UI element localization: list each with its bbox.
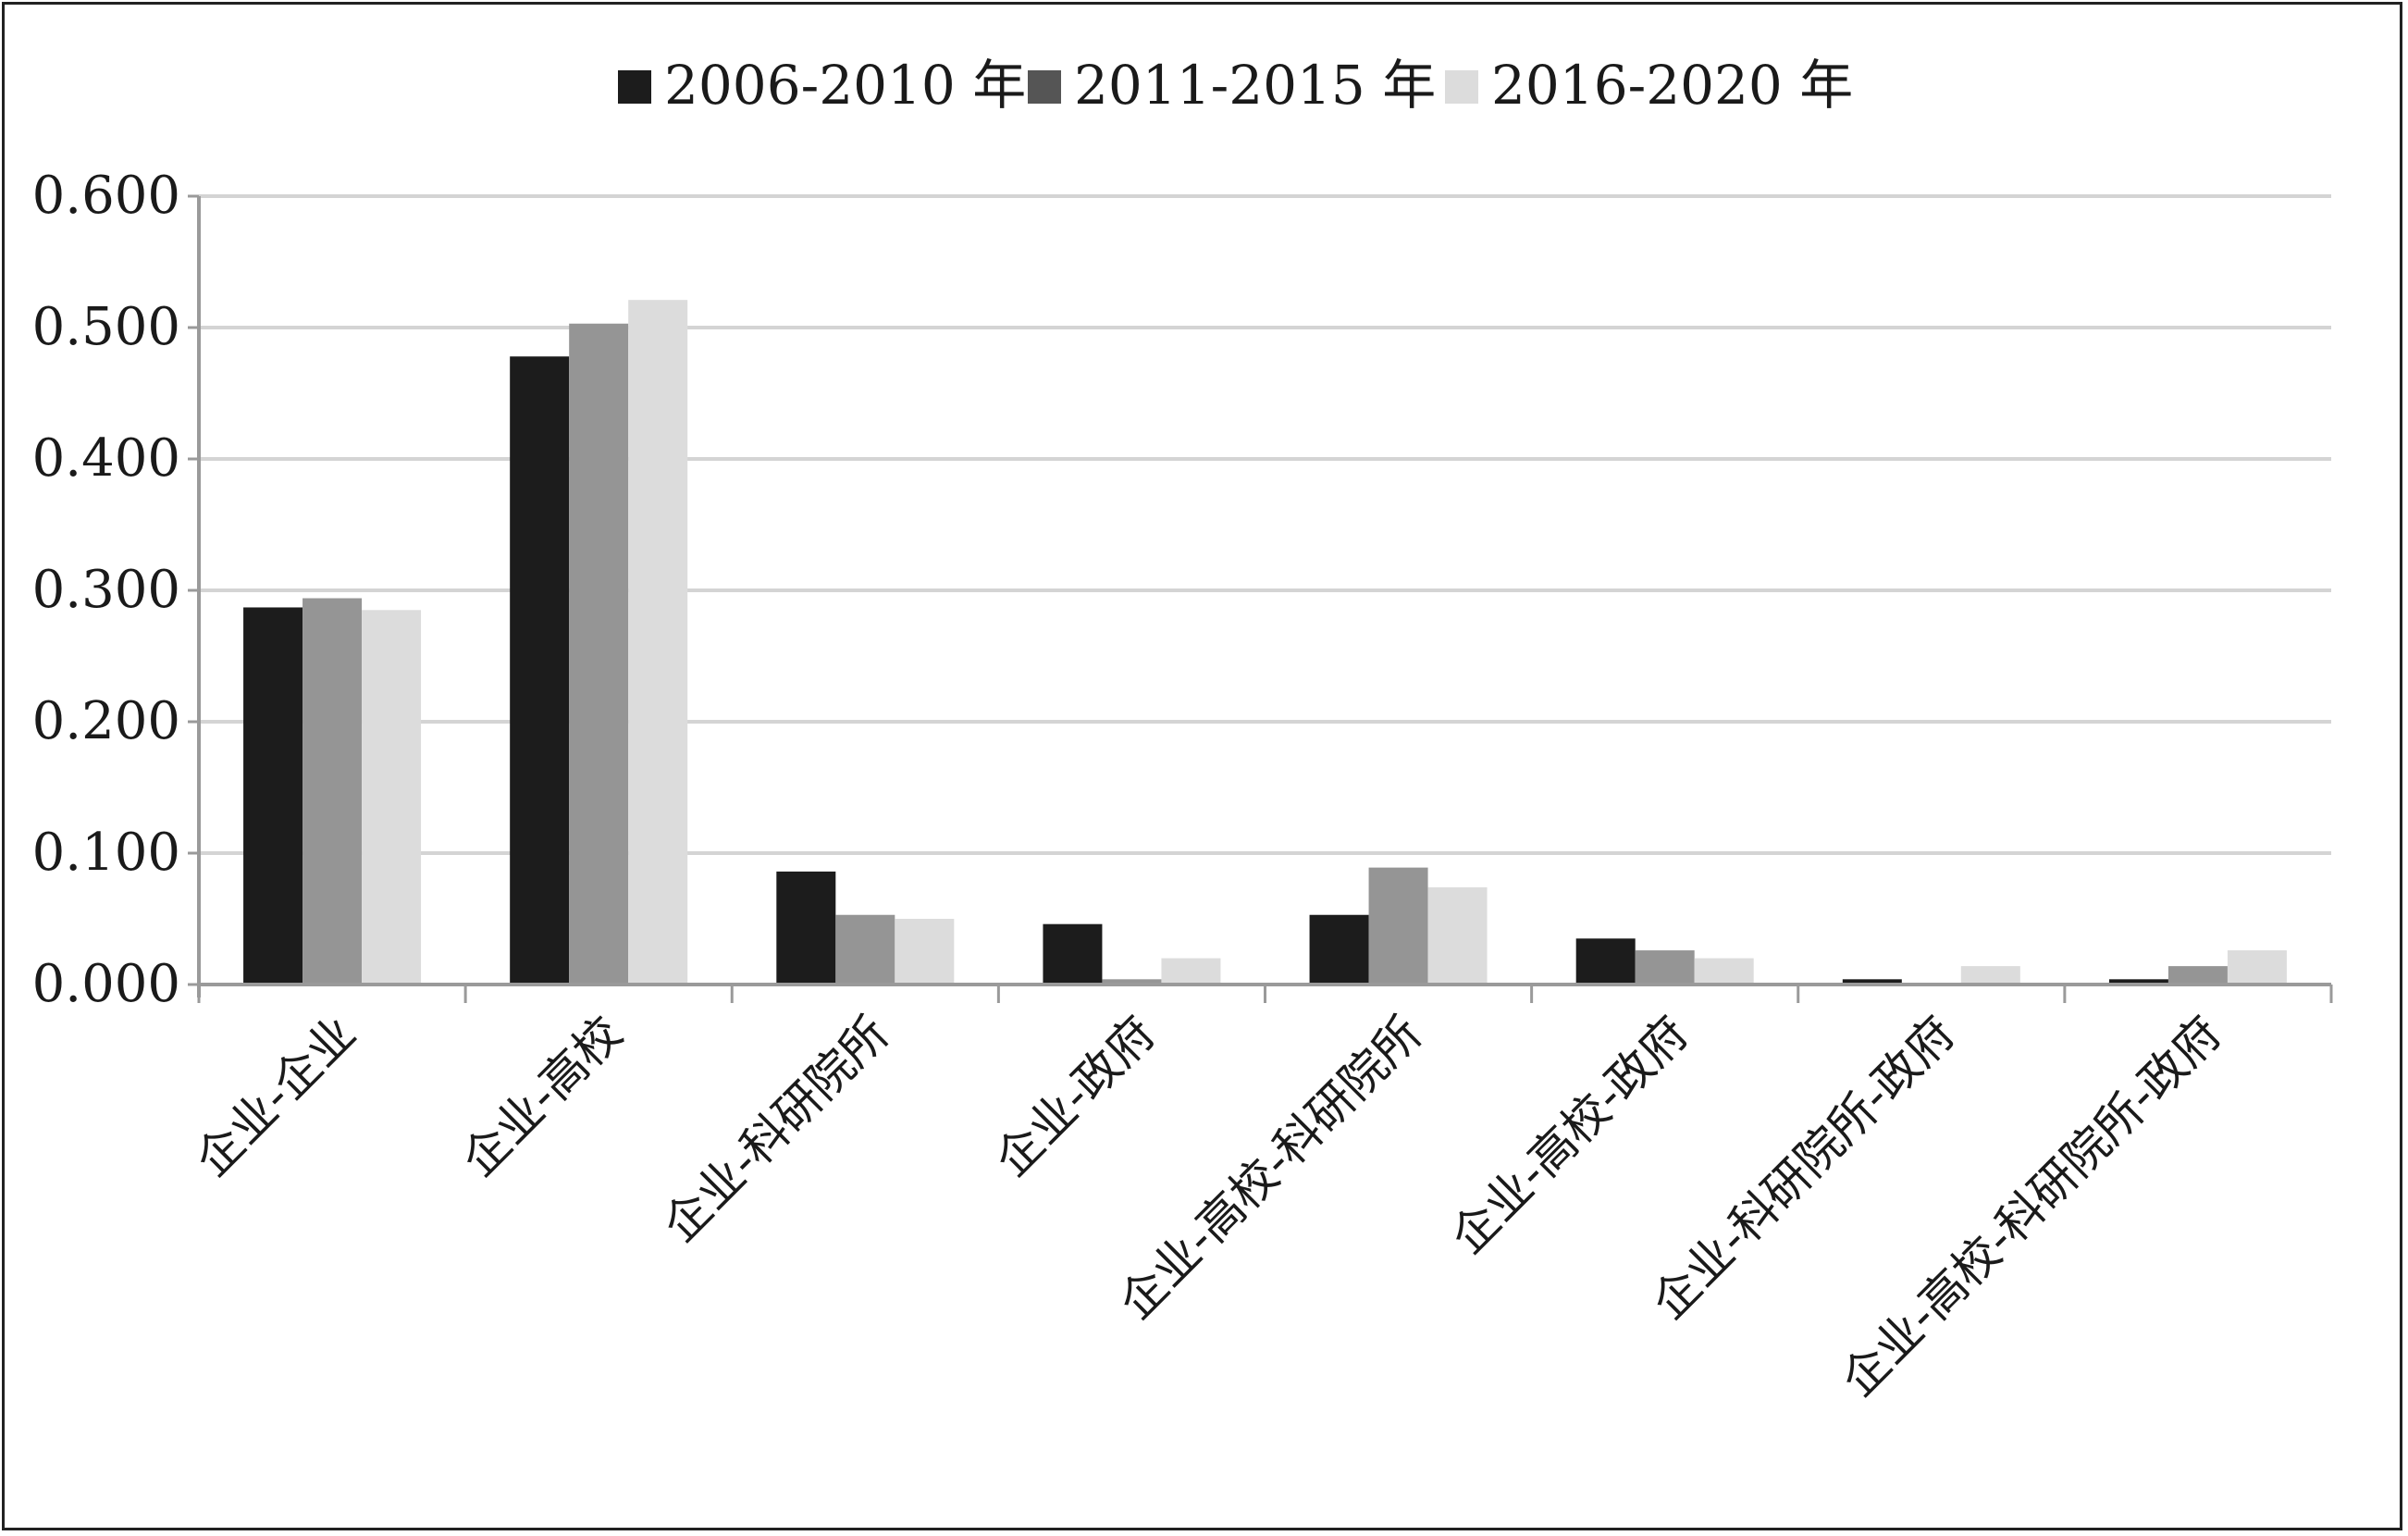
x-tick-label: 企业-企业 xyxy=(185,1006,365,1186)
bar-1-6 xyxy=(1575,938,1636,985)
y-tick-label: 0.100 xyxy=(32,823,180,883)
bar-1-3 xyxy=(776,871,836,985)
bar-2-2 xyxy=(569,323,629,985)
bar-1-2 xyxy=(510,356,570,985)
x-tick-label: 企业-政府 xyxy=(985,1006,1166,1186)
legend-label: 2006-2010 年 xyxy=(664,54,1026,117)
x-tick-label: 企业-科研院所-政府 xyxy=(1642,1006,1965,1329)
legend: 2006-2010 年 2011-2015 年 2016-2020 年 xyxy=(618,54,1853,117)
bar-3-3 xyxy=(895,919,955,985)
y-tick-labels: 0.000 0.100 0.200 0.300 0.400 0.500 0.600 xyxy=(32,166,180,1014)
bar-1-5 xyxy=(1309,914,1369,985)
x-tick-label: 企业-科研院所 xyxy=(653,1006,899,1252)
bar-2-4 xyxy=(1102,979,1162,985)
x-tick-label: 企业-高校-政府 xyxy=(1441,1006,1699,1264)
bar-3-5 xyxy=(1427,886,1488,985)
y-tick-label: 0.600 xyxy=(32,166,180,226)
bar-3-2 xyxy=(628,300,688,985)
legend-label: 2011-2015 年 xyxy=(1074,54,1436,117)
legend-label: 2016-2020 年 xyxy=(1491,54,1853,117)
y-tick-label: 0.200 xyxy=(32,691,180,751)
bar-3-7 xyxy=(1960,966,2020,985)
bar-2-3 xyxy=(835,914,895,985)
bar-2-1 xyxy=(303,598,363,985)
bar-2-5 xyxy=(1368,867,1428,985)
y-tick-label: 0.500 xyxy=(32,297,180,357)
legend-swatch xyxy=(1445,70,1478,104)
bar-3-1 xyxy=(362,610,422,985)
x-tick-label: 企业-高校 xyxy=(451,1006,632,1186)
bar-3-8 xyxy=(2227,950,2287,985)
bar-2-6 xyxy=(1635,950,1695,985)
bars xyxy=(243,300,2287,985)
axes xyxy=(188,194,2333,1003)
x-tick-label: 企业-高校-科研院所 xyxy=(1109,1006,1432,1329)
bar-3-4 xyxy=(1161,958,1221,985)
bar-3-6 xyxy=(1694,958,1754,985)
y-tick-label: 0.000 xyxy=(32,954,180,1014)
bar-1-1 xyxy=(243,607,303,985)
bar-1-8 xyxy=(2108,979,2168,985)
y-tick-label: 0.300 xyxy=(32,560,180,620)
bar-1-7 xyxy=(1842,979,1902,985)
legend-swatch xyxy=(1028,70,1061,104)
bar-2-8 xyxy=(2167,966,2228,985)
y-tick-label: 0.400 xyxy=(32,428,180,489)
legend-swatch xyxy=(618,70,651,104)
bar-1-4 xyxy=(1043,923,1103,985)
